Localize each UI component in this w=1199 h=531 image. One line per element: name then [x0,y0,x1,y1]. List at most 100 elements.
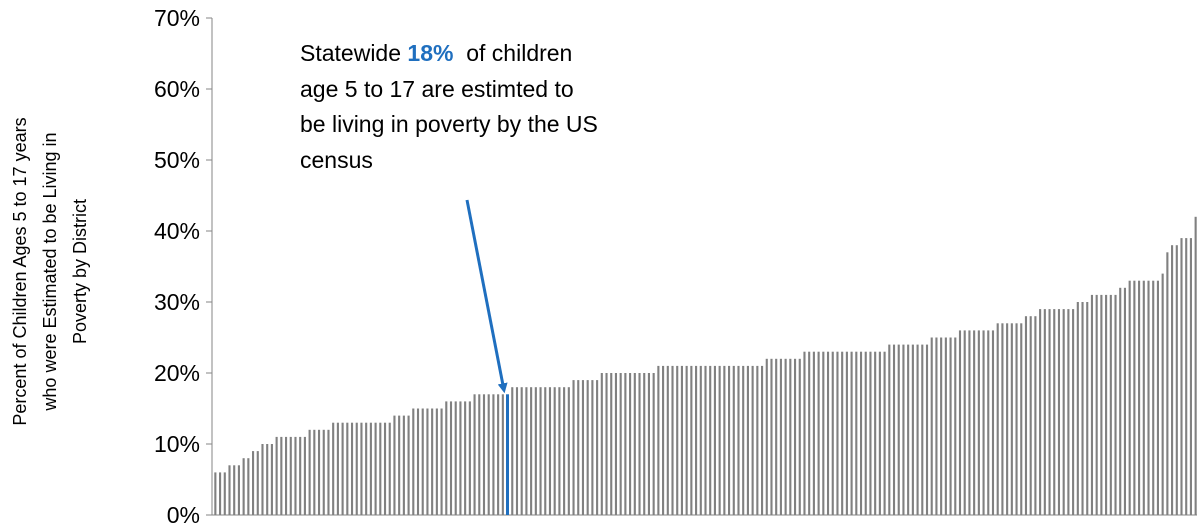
district-bar [1090,294,1094,515]
annotation-line-4: census [300,146,373,173]
district-bar [299,436,302,515]
district-bar [638,373,641,515]
y-axis: 0% 10% 20% 30% 40% 50% 60% 70% [154,5,1197,528]
district-bar [874,351,877,515]
district-bar [629,373,632,515]
district-bar [383,422,387,515]
district-bar [407,415,410,515]
annotation-line-3: be living in poverty by the US [300,111,598,137]
district-bar [789,358,792,515]
district-bar [1147,280,1150,515]
district-bar [501,394,504,515]
district-bar [643,373,646,515]
district-bar [530,387,533,515]
district-bar [940,337,943,515]
district-bar [633,373,636,515]
district-bar [322,429,325,515]
district-bar [911,344,914,515]
district-bar [563,387,566,515]
district-bar [303,436,306,515]
district-bar [718,365,721,515]
district-bar [1171,245,1174,515]
district-bar [482,394,486,515]
district-bar [497,394,500,515]
district-bar [968,330,971,515]
district-bar [454,401,457,515]
district-bar [586,380,589,515]
district-bar [1123,287,1127,515]
district-bar [850,351,853,515]
district-bar [732,365,735,515]
district-bar [647,373,651,515]
y-tick-label: 30% [154,289,200,315]
district-bar [487,394,490,515]
y-axis-title-line: who were Estimated to be Living in [40,132,60,411]
district-bar [1095,294,1098,515]
district-bar [1034,316,1037,515]
district-bar [803,351,806,515]
district-bar [332,422,335,515]
district-bar [892,344,896,515]
district-bar [1076,302,1079,515]
district-bar [270,444,273,515]
district-bar [374,422,377,515]
district-bar [695,365,698,515]
district-bar [793,358,797,515]
district-bar [930,337,933,515]
district-bar [1166,252,1169,516]
district-bar [855,351,858,515]
district-bar [888,344,891,515]
district-bar [346,422,349,515]
district-bar [1057,309,1061,515]
district-bar [902,344,905,515]
district-bar [869,351,872,515]
district-bar [553,387,556,515]
district-bar [958,330,962,515]
district-bar [242,458,245,515]
district-bar [577,380,580,515]
district-bar [289,436,292,515]
district-bar [247,458,250,515]
y-tick-label: 10% [154,431,200,457]
district-bar [431,408,434,515]
district-bar [859,351,863,515]
district-bar [1053,309,1056,515]
district-bar [680,365,683,515]
district-bar [365,422,368,515]
district-bar [760,365,764,515]
district-bar [883,351,886,515]
district-bar [1086,302,1089,515]
district-bar [567,387,570,515]
district-bar [1138,280,1141,515]
district-bar [954,337,957,515]
district-bar [572,380,575,515]
district-bar [746,365,749,515]
annotation-line-1: Statewide 18% of children [300,36,700,72]
district-bar [1081,302,1084,515]
district-bar [360,422,363,515]
bars [214,216,1197,516]
district-bar [944,337,947,515]
district-bar [1194,216,1197,516]
district-bar [284,436,288,515]
district-bar [251,451,255,515]
district-bar [619,373,622,515]
district-bar [1029,316,1032,515]
district-bar [317,429,321,515]
district-bar [1062,309,1065,515]
district-bar [1189,238,1192,515]
district-bar [355,422,358,515]
district-bar [779,358,782,515]
district-bar [826,351,830,515]
district-bar [845,351,848,515]
district-bar [473,394,476,515]
district-bar [379,422,382,515]
district-bar [280,436,283,515]
district-bar [921,344,924,515]
district-bar [1175,245,1178,515]
district-bar [440,408,443,515]
district-bar [756,365,759,515]
district-bar [327,429,330,515]
y-axis-title-line: Poverty by District [70,199,90,344]
district-bar [581,380,585,515]
